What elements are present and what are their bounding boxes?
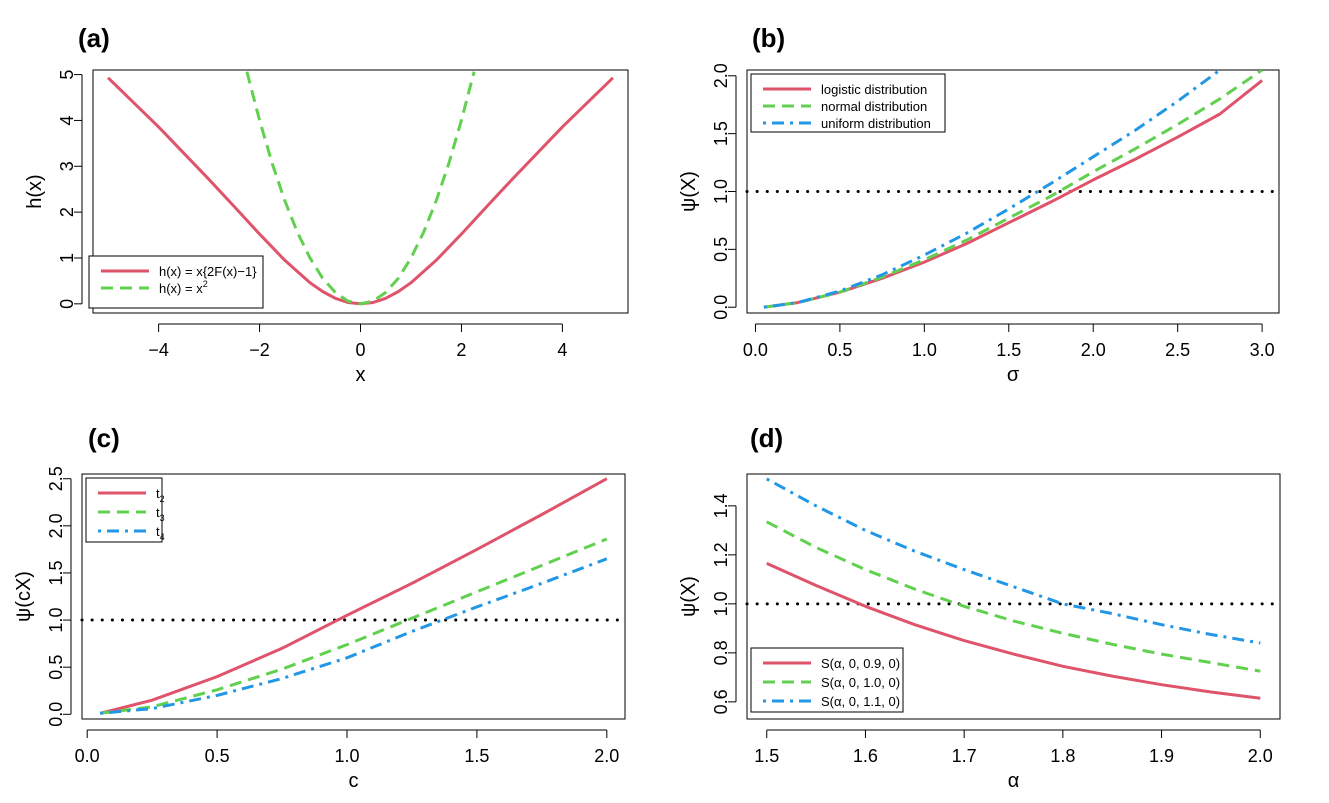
x-tick-label: 1.7: [952, 746, 977, 766]
panel-label: (d): [750, 423, 783, 453]
panel-label: (c): [88, 423, 120, 453]
x-tick-label: 4: [557, 340, 567, 360]
series-line-2: [763, 70, 1263, 309]
x-tick-label: 0: [355, 340, 365, 360]
x-tick-label: 1.0: [334, 746, 359, 766]
y-tick-label: 5: [57, 70, 77, 80]
x-axis-title: α: [1008, 770, 1020, 792]
legend-entry: t3: [156, 505, 165, 523]
y-tick-label: 1: [57, 253, 77, 263]
legend-entry: t4: [156, 524, 165, 542]
y-axis-title: ψ(cX): [13, 571, 35, 622]
series-line-2: [245, 71, 476, 306]
y-tick-label: 0.8: [711, 640, 731, 665]
series-line-1: [99, 477, 608, 715]
legend-box: [85, 477, 163, 543]
y-tick-label: 0.5: [711, 237, 731, 262]
x-axis-title: c: [349, 770, 359, 792]
y-axis-title: h(x): [24, 174, 46, 208]
series-line-3: [765, 477, 1261, 645]
y-tick-label: 1.4: [711, 493, 731, 518]
x-tick-label: 0.0: [75, 746, 100, 766]
legend: h(x) = x{2F(x)−1}h(x) = x2: [88, 255, 264, 309]
y-tick-label: 1.0: [711, 179, 731, 204]
y-tick-label: 2.0: [711, 63, 731, 88]
y-tick-label: 0.0: [46, 702, 66, 727]
x-tick-label: 1.9: [1149, 746, 1174, 766]
x-tick-label: −4: [148, 340, 169, 360]
x-tick-label: 0.5: [827, 340, 852, 360]
series-line-1: [766, 562, 1261, 700]
x-tick-label: 0.0: [743, 340, 768, 360]
legend: S(α, 0, 0.9, 0) S(α, 0, 1.0, 0) S(α, 0, 1.…: [750, 647, 904, 713]
x-tick-label: 1.6: [853, 746, 878, 766]
y-tick-label: 1.2: [711, 542, 731, 567]
y-tick-label: 1.5: [711, 121, 731, 146]
series-line-2: [766, 520, 1261, 673]
panel-label: (a): [78, 23, 110, 53]
legend-entry: logistic distribution: [821, 82, 927, 97]
plot-frame: [746, 473, 1281, 720]
y-tick-label: 1.5: [46, 560, 66, 585]
legend-entry: normal distribution: [821, 99, 927, 114]
x-tick-label: −2: [249, 340, 270, 360]
y-tick-label: 2: [57, 207, 77, 217]
panel-a: (a) −4 −2 0 2 4 0 1 2 3 4 5 x h(x) h(x) = x{2F(x)−1}h(…: [24, 23, 629, 386]
plot-frame: [81, 473, 626, 720]
x-tick-label: 2.0: [1081, 340, 1106, 360]
y-tick-label: 0.0: [711, 295, 731, 320]
x-tick-label: 1.5: [996, 340, 1021, 360]
legend-entry: S(α, 0, 1.0, 0): [821, 675, 900, 690]
plot-frame: [92, 69, 629, 314]
legend-entry: S(α, 0, 1.1, 0): [821, 694, 900, 709]
legend-box: [88, 255, 264, 309]
y-axis-title: ψ(X): [678, 171, 700, 212]
y-tick-label: 0: [57, 299, 77, 309]
y-axis-title: ψ(X): [678, 576, 700, 617]
x-tick-label: 2: [456, 340, 466, 360]
y-tick-label: 1.0: [46, 608, 66, 633]
x-tick-label: 2.0: [594, 746, 619, 766]
x-tick-label: 1.8: [1050, 746, 1075, 766]
y-tick-label: 0.6: [711, 689, 731, 714]
y-tick-label: 3: [57, 161, 77, 171]
x-tick-label: 1.5: [754, 746, 779, 766]
series-line-2: [100, 537, 608, 715]
panel-b: (b) 0.0 0.5 1.0 1.5 2.0 2.5 3.0 0.0 0.5 1.0 1.5 2.0 σ…: [678, 23, 1281, 386]
legend-entry: h(x) = x{2F(x)−1}: [159, 264, 257, 279]
series-line-3: [100, 557, 608, 715]
x-tick-label: 1.5: [464, 746, 489, 766]
legend-entry: uniform distribution: [821, 116, 931, 131]
x-axis-title: x: [356, 364, 366, 386]
x-tick-label: 0.5: [205, 746, 230, 766]
panel-c: (c) 0.0 0.5 1.0 1.5 2.0 0.0 0.5 1.0 1.5 2.0 2.5 c ψ(c…: [13, 423, 627, 792]
x-axis-title: σ: [1007, 364, 1020, 386]
y-tick-label: 0.5: [46, 655, 66, 680]
legend-entry: h(x) = x2: [159, 279, 208, 296]
legend-entry: t2: [156, 486, 165, 504]
x-tick-label: 1.0: [912, 340, 937, 360]
panel-label: (b): [752, 23, 785, 53]
legend: logistic distribution normal distribution…: [750, 73, 946, 133]
x-tick-label: 2.0: [1248, 746, 1273, 766]
y-tick-label: 2.5: [46, 466, 66, 491]
x-tick-label: 2.5: [1165, 340, 1190, 360]
x-tick-label: 3.0: [1250, 340, 1275, 360]
legend-entry: S(α, 0, 0.9, 0): [821, 656, 900, 671]
panel-d: (d) 1.5 1.6 1.7 1.8 1.9 2.0 0.6 0.8 1.0 1.2 1.4 α ψ(X…: [678, 423, 1282, 792]
y-tick-label: 4: [57, 115, 77, 125]
y-tick-label: 2.0: [46, 513, 66, 538]
series-line-3: [763, 70, 1221, 309]
y-tick-label: 1.0: [711, 591, 731, 616]
